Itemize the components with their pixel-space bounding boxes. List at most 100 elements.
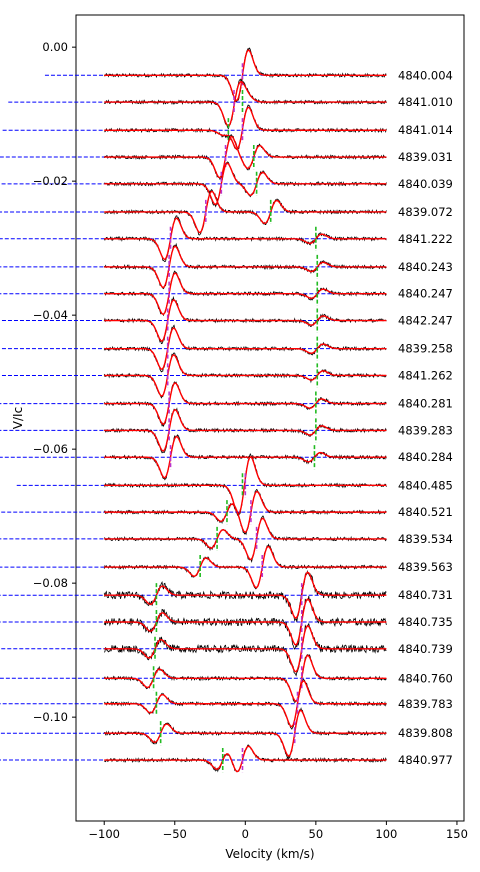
profile-label: 4839.258 [398, 342, 453, 356]
model-fit [104, 598, 387, 646]
profile-4840.281: 4840.281 [0, 381, 453, 428]
y-tick-label: 0.00 [42, 40, 68, 54]
profile-label: 4841.014 [398, 123, 453, 137]
profile-4839.783: 4839.783 [0, 678, 453, 730]
profile-label: 4839.072 [398, 205, 453, 219]
profile-4839.563: 4839.563 [0, 543, 453, 590]
profile-4840.243: 4840.243 [0, 242, 453, 290]
profile-4839.031: 4839.031 [0, 133, 453, 180]
profile-4839.534: 4839.534 [0, 515, 453, 563]
model-fit [104, 679, 387, 728]
profile-label: 4840.004 [398, 68, 453, 82]
y-tick-label: −0.06 [33, 442, 68, 456]
x-axis-title: Velocity (km/s) [225, 847, 314, 861]
y-tick-label: −0.10 [33, 710, 68, 724]
model-fit [104, 490, 387, 534]
profile-label: 4839.534 [398, 532, 453, 546]
profile-4840.039: 4840.039 [0, 161, 453, 208]
profile-label: 4840.739 [398, 642, 453, 656]
plot-frame [75, 14, 465, 822]
model-fit [104, 106, 387, 151]
model-fit [104, 435, 387, 479]
x-tick-label: 50 [309, 827, 324, 841]
model-fit [104, 382, 387, 426]
model-fit [104, 217, 387, 261]
model-fit [104, 162, 387, 206]
y-tick-label: −0.02 [33, 174, 68, 188]
profile-4839.283: 4839.283 [0, 407, 453, 454]
profile-4840.760: 4840.760 [0, 654, 453, 704]
model-fit [104, 654, 387, 703]
profile-4840.739: 4840.739 [0, 622, 453, 677]
profile-label: 4839.283 [398, 423, 453, 437]
profile-label: 4842.247 [398, 314, 453, 328]
model-fit [104, 517, 387, 561]
profile-4840.004: 4840.004 [44, 47, 453, 103]
x-tick-label: 150 [446, 827, 468, 841]
model-fit [104, 455, 387, 515]
profile-label: 4839.783 [398, 697, 453, 711]
profile-4840.731: 4840.731 [0, 569, 453, 623]
model-fit [104, 80, 387, 128]
model-fit [104, 190, 387, 234]
y-tick-label: −0.08 [33, 576, 68, 590]
profile-4840.977: 4840.977 [0, 744, 453, 773]
profile-label: 4841.222 [398, 232, 453, 246]
model-fit [104, 571, 387, 619]
profile-label: 4839.808 [398, 726, 453, 740]
profile-4839.258: 4839.258 [0, 324, 453, 373]
profile-4841.222: 4841.222 [0, 215, 453, 263]
profile-4840.735: 4840.735 [0, 595, 453, 650]
model-fit [104, 353, 387, 397]
x-axis: −100 −50 0 50 100 150 [88, 821, 468, 841]
profile-label: 4840.485 [398, 478, 453, 492]
profiles-group: 4840.004 4841.010 4841.014 4839.031 4840.039… [0, 47, 453, 773]
profile-label: 4841.010 [398, 95, 453, 109]
profile-label: 4840.731 [398, 588, 453, 602]
observed-spectrum [103, 453, 387, 517]
profile-label: 4840.281 [398, 397, 453, 411]
model-fit [104, 745, 387, 773]
observed-spectrum [103, 569, 387, 623]
profile-4839.072: 4839.072 [0, 189, 453, 236]
profile-4840.521: 4840.521 [1, 488, 453, 536]
profile-label: 4839.563 [398, 560, 453, 574]
profile-label: 4841.262 [398, 368, 453, 382]
observed-spectrum [103, 595, 387, 650]
model-fit [104, 709, 387, 758]
model-fit [104, 545, 387, 589]
observed-spectrum [104, 189, 387, 236]
observed-spectrum [103, 622, 387, 677]
y-tick-label: −0.04 [33, 308, 68, 322]
profile-4839.808: 4839.808 [0, 707, 453, 760]
profile-4841.010: 4841.010 [8, 78, 453, 130]
profile-label: 4840.247 [398, 287, 453, 301]
model-fit [104, 135, 387, 179]
profile-4842.247: 4842.247 [0, 295, 453, 345]
profile-4840.485: 4840.485 [16, 453, 453, 517]
model-fit [104, 625, 387, 673]
x-tick-label: 100 [375, 827, 397, 841]
profile-label: 4840.760 [398, 671, 453, 685]
profile-label: 4840.735 [398, 615, 453, 629]
profile-label: 4839.031 [398, 150, 453, 164]
profile-4841.014: 4841.014 [2, 104, 453, 151]
profile-4840.284: 4840.284 [0, 434, 453, 481]
profile-4840.247: 4840.247 [0, 270, 453, 317]
model-fit [104, 408, 387, 452]
x-tick-label: 0 [242, 827, 249, 841]
profile-label: 4840.243 [398, 260, 453, 274]
model-fit [104, 327, 387, 371]
profile-label: 4840.977 [398, 753, 453, 767]
y-axis: 0.00 −0.02 −0.04 −0.06 −0.08 −0.10 [33, 40, 76, 724]
model-fit [104, 245, 387, 289]
profile-4841.262: 4841.262 [0, 352, 453, 399]
profile-label: 4840.284 [398, 450, 453, 464]
model-fit [104, 272, 387, 316]
profile-label: 4840.039 [398, 177, 453, 191]
model-fit [104, 49, 387, 102]
model-fit [104, 299, 387, 342]
y-axis-title: V/Ic [11, 407, 25, 429]
x-tick-label: −100 [88, 827, 120, 841]
